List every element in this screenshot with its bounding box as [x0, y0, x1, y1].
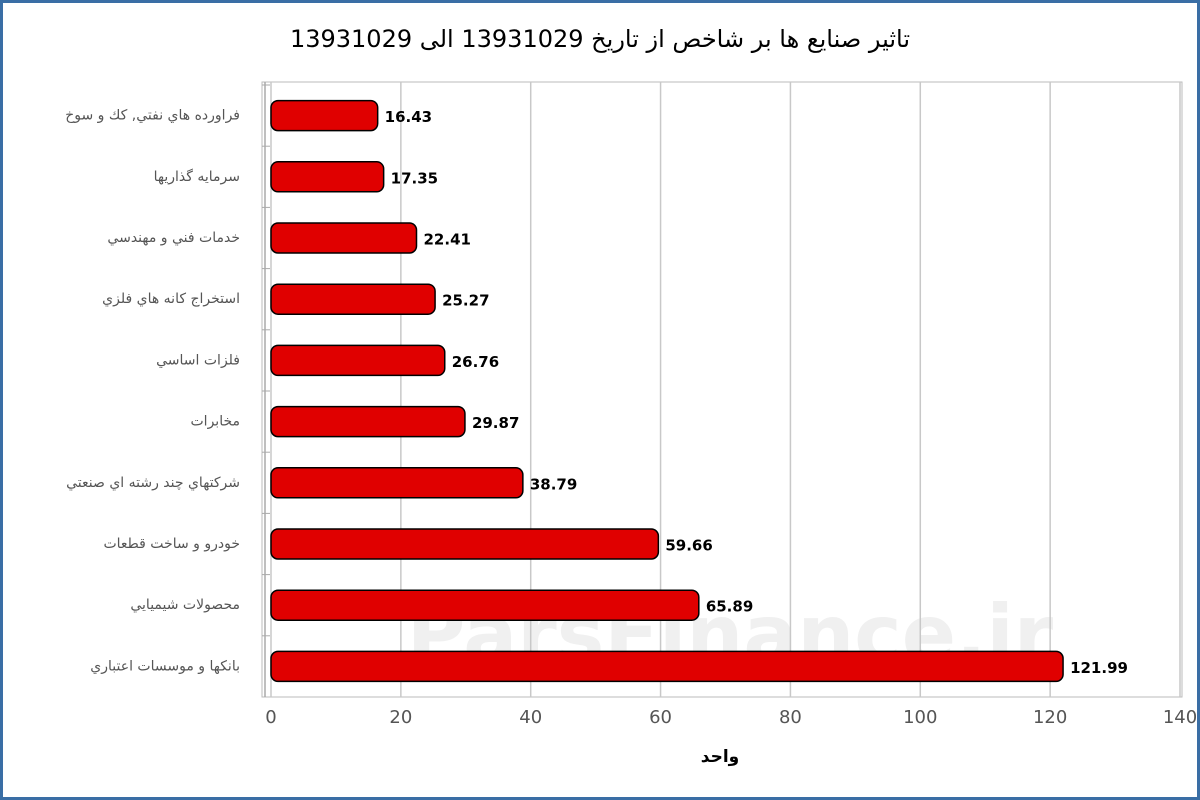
y-tick-label: بانكها و موسسات اعتباري [90, 658, 240, 674]
bar [270, 467, 524, 499]
y-tick-label: محصولات شيميايي [130, 597, 240, 613]
bar [270, 222, 418, 254]
bar [270, 589, 700, 621]
y-tick-label: خدمات فني و مهندسي [107, 230, 240, 246]
bar [270, 283, 436, 315]
y-tick-label: استخراج كانه هاي فلزي [102, 291, 240, 307]
x-tick-label: 60 [649, 707, 672, 728]
y-tick-label: مخابرات [191, 414, 241, 430]
x-tick-label: 140 [1163, 707, 1197, 728]
bar [270, 650, 1064, 683]
value-label: 17.35 [391, 169, 438, 187]
value-label: 25.27 [442, 292, 489, 310]
bar [270, 344, 446, 377]
value-label: 29.87 [472, 414, 519, 432]
x-tick-label: 40 [519, 707, 542, 728]
x-tick-label: 0 [265, 707, 276, 728]
y-tick-label: خودرو و ساخت قطعات [103, 536, 240, 552]
plot-border [261, 81, 1183, 698]
value-label: 59.66 [665, 537, 712, 555]
y-tick-label: فلزات اساسي [156, 352, 240, 368]
x-axis-label: واحد [701, 747, 739, 767]
x-tick-label: 120 [1033, 707, 1067, 728]
y-tick-label: شركتهاي چند رشته اي صنعتي [66, 475, 240, 491]
y-tick-label: سرمايه گذاريها [154, 168, 240, 185]
value-label: 26.76 [452, 353, 499, 371]
chart-title: تاثیر صنایع ها بر شاخص از تاریخ 13931029… [290, 25, 910, 53]
y-tick-label: فراورده هاي نفتي, كك و سوخ [65, 108, 240, 124]
x-tick-label: 20 [389, 707, 412, 728]
value-label: 38.79 [530, 475, 577, 493]
bar [270, 99, 379, 132]
bar [270, 528, 660, 560]
x-tick-label: 80 [779, 707, 802, 728]
bar [270, 161, 385, 193]
value-label: 65.89 [706, 598, 753, 616]
value-label: 16.43 [385, 108, 432, 126]
bar [270, 405, 466, 438]
value-label: 22.41 [424, 231, 471, 249]
x-tick-label: 100 [903, 707, 937, 728]
value-label: 121.99 [1070, 659, 1128, 677]
